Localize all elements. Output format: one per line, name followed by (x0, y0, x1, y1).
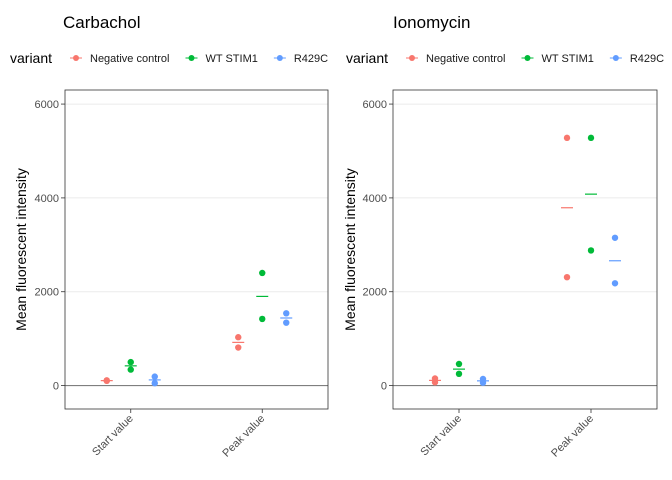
legend-label: WT STIM1 (206, 53, 258, 65)
data-point (455, 360, 463, 368)
data-point (283, 310, 290, 317)
data-point (151, 379, 158, 387)
data-point (431, 375, 439, 382)
legend-key-point (73, 55, 79, 61)
y-tick-label: 6000 (35, 99, 59, 111)
x-tick-label: Start value (90, 413, 136, 459)
legend-item: Negative control (406, 53, 506, 65)
data-point (479, 375, 487, 383)
y-tick-label: 2000 (35, 287, 59, 299)
y-axis-label: Mean fluorescent intensity (13, 168, 29, 331)
data-point (563, 273, 571, 281)
legend-label: Negative control (90, 53, 170, 65)
y-tick-label: 4000 (363, 193, 387, 205)
legend: variant Negative control WT STIM1 R429C (10, 50, 328, 66)
data-point (611, 234, 619, 241)
data-point (563, 134, 571, 142)
legend-label: Negative control (426, 53, 506, 65)
legend-key-point (276, 55, 283, 61)
legend-title: variant (10, 50, 52, 66)
data-point (127, 366, 134, 373)
panel-border (392, 89, 658, 410)
legend: variant Negative control WT STIM1 R429C (346, 50, 664, 66)
data-point (587, 247, 595, 254)
data-point (151, 373, 158, 380)
y-tick-label: 0 (53, 381, 59, 393)
legend-item: Negative control (70, 53, 170, 65)
legend-key-point (409, 55, 415, 61)
legend-item: WT STIM1 (521, 53, 594, 65)
chart-panel-1: Ionomycin variant Negative control WT STIM1… (342, 13, 664, 460)
data-point (259, 269, 266, 277)
panel-border (64, 89, 329, 410)
legend-item: WT STIM1 (185, 53, 258, 65)
legend-key-point (188, 55, 195, 61)
data-point (235, 344, 242, 351)
x-tick-label: Peak value (549, 413, 596, 460)
chart-title: Ionomycin (393, 13, 470, 32)
x-tick-label: Peak value (220, 413, 267, 460)
y-tick-label: 2000 (363, 287, 387, 299)
y-tick-label: 6000 (363, 99, 387, 111)
legend-label: R429C (294, 53, 328, 65)
y-axis-label: Mean fluorescent intensity (342, 168, 358, 331)
chart-panel-0: Carbachol variant Negative control WT STIM1… (10, 13, 329, 460)
legend-title: variant (346, 50, 388, 66)
data-point (127, 358, 134, 366)
legend-key-point (612, 55, 619, 61)
data-point (235, 334, 242, 341)
legend-item: R429C (273, 53, 328, 65)
plot-background (65, 90, 328, 409)
data-point (611, 280, 619, 287)
plot-background (393, 90, 657, 409)
data-point (259, 315, 266, 323)
legend-label: WT STIM1 (542, 53, 594, 65)
x-tick-label: Start value (418, 413, 464, 459)
legend-label: R429C (630, 53, 664, 65)
chart-title: Carbachol (63, 13, 141, 32)
data-point (103, 377, 110, 384)
legend-item: R429C (609, 53, 664, 65)
y-tick-label: 0 (381, 381, 387, 393)
data-point (283, 319, 290, 326)
y-tick-label: 4000 (35, 193, 59, 205)
legend-key-point (524, 55, 531, 61)
data-point (587, 134, 595, 142)
data-point (455, 370, 463, 378)
